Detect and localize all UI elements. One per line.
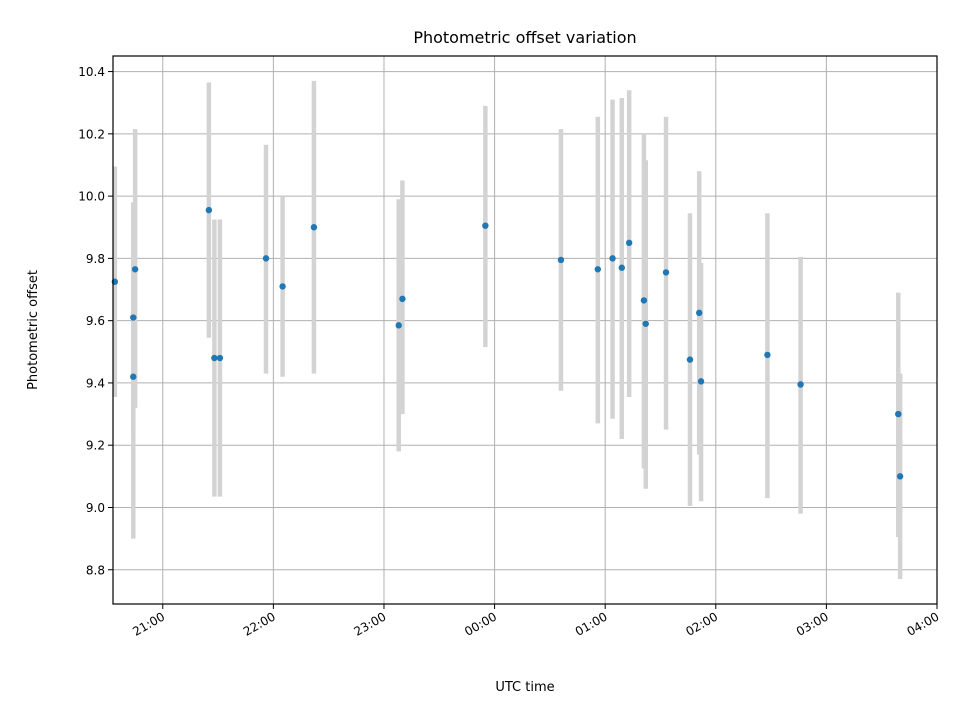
data-point (205, 206, 213, 214)
y-tick-label: 9.4 (86, 376, 105, 390)
y-axis-ticks: 8.8 9.0 9.2 9.4 9.6 9.8 10.0 10.2 10.4 (78, 65, 113, 577)
y-tick-label: 9.0 (86, 501, 105, 515)
data-point (262, 255, 270, 262)
data-point (625, 239, 633, 247)
data-point (896, 473, 904, 480)
data-points (111, 206, 904, 480)
data-point (130, 373, 137, 380)
y-tick-label: 9.2 (86, 439, 105, 453)
data-point (310, 224, 318, 231)
x-axis-label: UTC time (495, 680, 554, 695)
data-point (130, 314, 137, 321)
y-tick-label: 9.6 (86, 314, 105, 328)
y-tick-label: 8.8 (86, 563, 105, 577)
data-point (594, 266, 602, 273)
data-point (618, 264, 625, 271)
data-point (640, 297, 648, 304)
data-point (557, 256, 565, 264)
data-point (395, 322, 402, 329)
data-point (399, 295, 406, 303)
data-point (696, 309, 703, 317)
plot-frame (112, 55, 938, 605)
data-point (609, 255, 616, 262)
data-point (662, 269, 670, 276)
y-tick-label: 10.0 (78, 190, 105, 204)
y-tick-label: 9.8 (86, 252, 105, 266)
data-point (642, 320, 649, 327)
data-point (686, 356, 694, 363)
data-point (764, 351, 771, 359)
chart-title: Photometric offset variation (413, 28, 636, 47)
data-point (211, 354, 218, 362)
data-point (131, 266, 139, 273)
data-point (895, 410, 902, 418)
y-axis-label: Photometric offset (26, 270, 41, 390)
data-point (482, 222, 489, 229)
data-point (216, 354, 224, 362)
y-tick-label: 10.4 (78, 65, 105, 79)
data-point (797, 381, 804, 388)
data-point (279, 283, 286, 290)
y-tick-label: 10.2 (78, 127, 105, 141)
data-point (697, 378, 705, 385)
